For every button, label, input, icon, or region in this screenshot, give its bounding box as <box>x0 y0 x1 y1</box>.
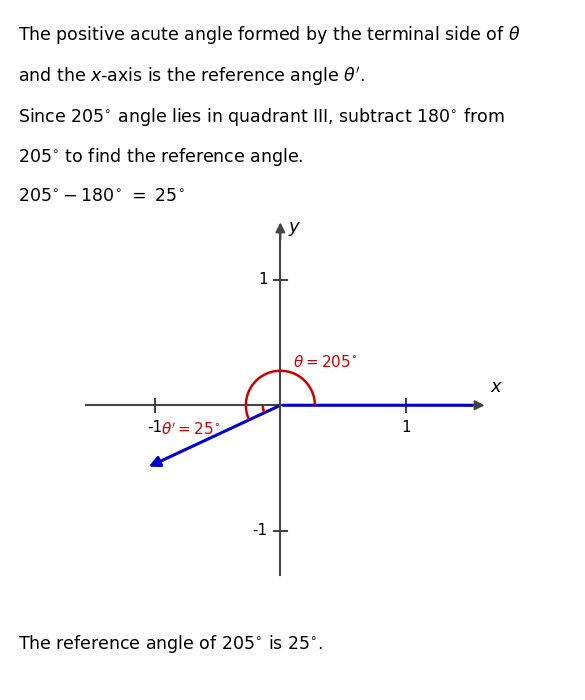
Text: Since $205^{\circ}$ angle lies in quadrant III, subtract $180^{\circ}$ from: Since $205^{\circ}$ angle lies in quadra… <box>18 106 504 127</box>
Text: 1: 1 <box>258 272 268 287</box>
Text: 1: 1 <box>401 420 411 435</box>
Text: -1: -1 <box>253 524 268 538</box>
Text: $205^{\circ} - 180^{\circ}\ =\ 25^{\circ}$: $205^{\circ} - 180^{\circ}\ =\ 25^{\circ… <box>18 187 184 205</box>
Text: The reference angle of $205^{\circ}$ is $25^{\circ}$.: The reference angle of $205^{\circ}$ is … <box>18 633 323 655</box>
Text: $y$: $y$ <box>288 220 301 237</box>
Text: The positive acute angle formed by the terminal side of $\theta$: The positive acute angle formed by the t… <box>18 25 520 46</box>
Text: $x$: $x$ <box>490 379 503 396</box>
Text: and the $x$-axis is the reference angle $\theta^{\prime}$.: and the $x$-axis is the reference angle … <box>18 65 364 88</box>
Text: $205^{\circ}$ to find the reference angle.: $205^{\circ}$ to find the reference angl… <box>18 146 303 168</box>
Text: $\theta = 205^{\circ}$: $\theta = 205^{\circ}$ <box>293 354 357 370</box>
Text: -1: -1 <box>147 420 163 435</box>
Text: $\theta^{\prime} =25^{\circ}$: $\theta^{\prime} =25^{\circ}$ <box>161 421 221 438</box>
